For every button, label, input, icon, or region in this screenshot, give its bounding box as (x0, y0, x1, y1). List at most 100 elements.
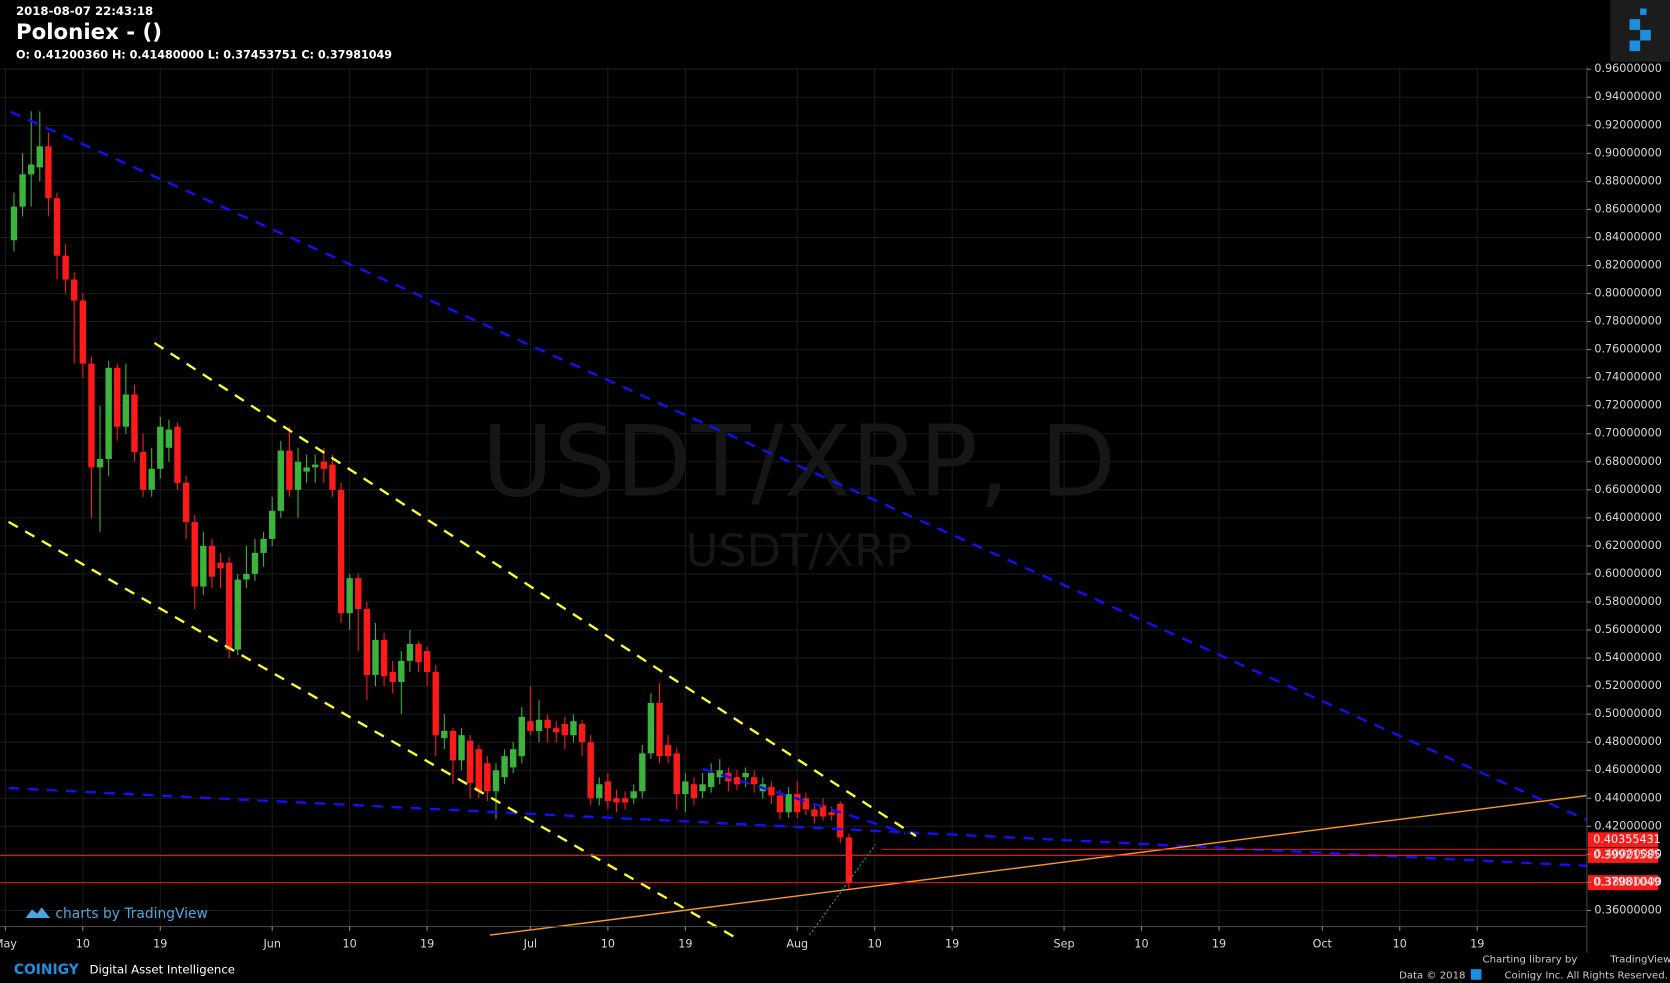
tradingview-link[interactable]: TradingView (1609, 955, 1670, 966)
x-tick-label: 10 (868, 938, 882, 951)
y-tick-label: 0.70000000 (1594, 427, 1662, 440)
price-tag (1587, 847, 1659, 863)
candle-body (71, 279, 78, 301)
candle-body (62, 255, 69, 280)
y-tick-label: 0.46000000 (1594, 763, 1662, 776)
y-tick-label: 0.62000000 (1594, 539, 1662, 552)
charting-by: Charting library by (1483, 955, 1578, 966)
candle-body (294, 461, 302, 490)
y-tick-label: 0.90000000 (1594, 146, 1662, 159)
candle-body (630, 791, 637, 799)
candle-body (19, 174, 26, 207)
candle-body (96, 458, 104, 468)
candle-body (372, 639, 379, 675)
candle-body (312, 464, 319, 468)
candle-body (458, 735, 465, 761)
candle-body (492, 770, 500, 792)
x-tick-label: 10 (343, 938, 357, 951)
y-tick-label: 0.96000000 (1594, 62, 1662, 75)
candle-body (251, 552, 259, 574)
candle-body (234, 579, 241, 650)
candle-body (484, 763, 491, 792)
grid (0, 67, 1587, 927)
candle-body (501, 756, 508, 778)
candle-body (742, 773, 749, 778)
candle-body (79, 300, 87, 364)
y-tick-label: 0.80000000 (1594, 287, 1662, 300)
candle-body (707, 773, 715, 788)
candle-body (466, 740, 474, 783)
y-tick-label: 0.84000000 (1594, 230, 1662, 243)
y-tick-label: 0.58000000 (1594, 595, 1662, 608)
candle-body (157, 426, 164, 469)
candle-body (88, 363, 95, 468)
candle-body (621, 798, 629, 803)
candle-body (475, 749, 482, 792)
price-tag-label: 0.37981049 (1593, 876, 1661, 889)
candle-body (45, 146, 52, 199)
x-tick-label: 10 (601, 938, 615, 951)
y-tick-label: 0.60000000 (1594, 567, 1662, 580)
y-tick-label: 0.38000000 (1594, 875, 1662, 888)
y-tick-label: 0.36000000 (1594, 903, 1662, 916)
x-tick-label: Sep (1054, 938, 1075, 951)
rights: Coinigy Inc. All Rights Reserved. (1504, 971, 1667, 982)
candles (10, 111, 853, 891)
candle-body (122, 394, 130, 427)
candle-body (53, 198, 61, 256)
x-tick-label: 19 (420, 938, 434, 951)
candle-body (139, 451, 147, 490)
price-tag (1587, 832, 1659, 848)
candle-body (27, 164, 35, 175)
price-tag-label: 0.40355431 (1593, 833, 1661, 846)
trend-line (153, 341, 917, 838)
candle-body (286, 450, 293, 490)
tv-icon (25, 907, 51, 919)
candle-body (148, 468, 155, 490)
tv-badge[interactable]: charts by TradingView (55, 906, 207, 922)
candle-body (114, 367, 121, 427)
candle-body (647, 702, 655, 754)
candle-body (553, 728, 560, 733)
candle-body (36, 146, 43, 168)
y-tick-label: 0.52000000 (1594, 679, 1662, 692)
x-tick-label: Aug (786, 938, 808, 951)
candle-body (845, 837, 853, 883)
candle-body (518, 716, 525, 757)
x-tick-label: May (0, 938, 17, 951)
candle-body (776, 795, 784, 813)
candle-body (785, 794, 792, 813)
candle-body (733, 777, 741, 785)
candle-body (200, 545, 207, 587)
y-tick-label: 0.78000000 (1594, 315, 1662, 328)
candle-body (398, 660, 405, 682)
candle-body (329, 464, 336, 490)
axes: 0.36000000 0.38000000 0.40000000 0.42000000… (0, 62, 1662, 950)
price-tag (1587, 875, 1659, 891)
x-tick-label: Jul (523, 938, 537, 951)
candle-body (260, 538, 267, 553)
candle-body (243, 573, 250, 580)
y-tick-label: 0.48000000 (1594, 735, 1662, 748)
candle-body (656, 702, 663, 757)
candle-body (544, 719, 551, 729)
x-tick-label: 10 (1134, 938, 1148, 951)
x-tick-label: 19 (678, 938, 692, 951)
y-tick-label: 0.74000000 (1594, 371, 1662, 384)
candle-body (768, 787, 775, 796)
y-tick-label: 0.40000000 (1594, 847, 1662, 860)
y-tick-label: 0.66000000 (1594, 483, 1662, 496)
y-tick-label: 0.42000000 (1594, 819, 1662, 832)
candle-body (131, 394, 138, 452)
candle-body (699, 784, 706, 792)
candle-body (811, 809, 818, 817)
candle-body (751, 777, 758, 785)
price-tag-label: 0.39921585 (1593, 848, 1661, 861)
candle-body (570, 721, 577, 736)
candle-body (268, 510, 276, 539)
y-tick-label: 0.86000000 (1594, 202, 1662, 215)
candle-body (639, 753, 646, 792)
y-tick-label: 0.50000000 (1594, 707, 1662, 720)
candle-body (690, 784, 698, 799)
y-tick-label: 0.72000000 (1594, 399, 1662, 412)
